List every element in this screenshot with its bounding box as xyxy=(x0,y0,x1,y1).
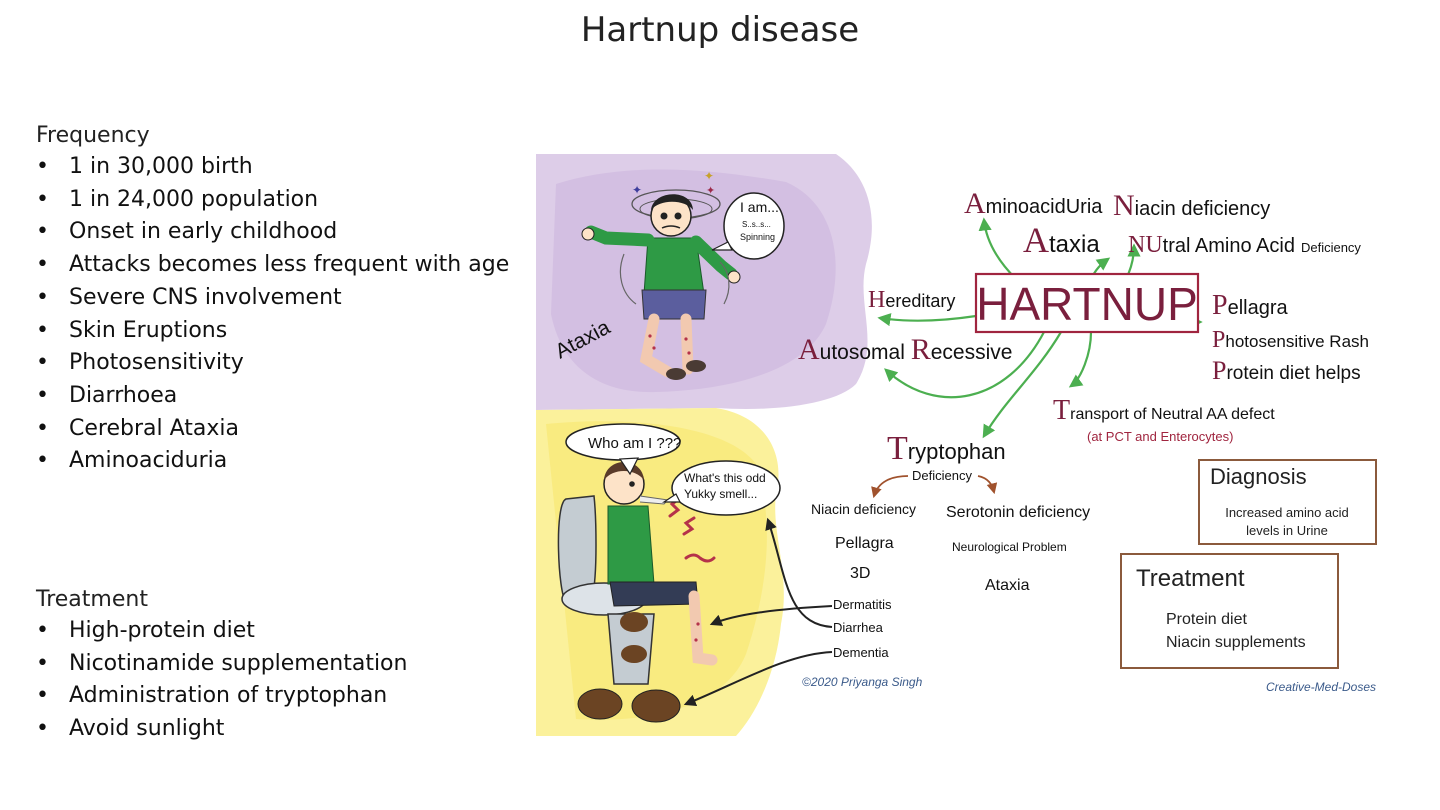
hartnup-infographic: ✦ ✦ ✦ xyxy=(536,154,1406,736)
frequency-section: Frequency 1 in 30,000 birth 1 in 24,000 … xyxy=(36,121,509,478)
hereditary-label: Hereditary xyxy=(868,287,955,313)
list-item: Avoid sunlight xyxy=(36,713,407,746)
hartnup-hub-label: HARTNUP xyxy=(976,278,1198,330)
autosomal-recessive-label: Autosomal Recessive xyxy=(798,333,1012,366)
list-item: Severe CNS involvement xyxy=(36,282,509,315)
svg-text:✦: ✦ xyxy=(632,183,642,197)
hartnup-hub: HARTNUP xyxy=(974,272,1200,334)
transport-defect-sublabel: (at PCT and Enterocytes) xyxy=(1087,429,1233,444)
brand-text: Creative-Med-Doses xyxy=(1266,680,1376,694)
list-item: Serotonin deficiency xyxy=(946,504,1090,521)
bubble-smell-line2: Yukky smell... xyxy=(684,487,757,501)
list-item: Dermatitis xyxy=(833,597,892,612)
infographic-svg: ✦ ✦ ✦ xyxy=(536,154,1377,736)
niacin-branch: Niacin deficiency Pellagra 3D Dermatitis… xyxy=(811,501,916,660)
niacin-deficiency-label: Niacin deficiency xyxy=(1113,189,1270,222)
list-item: Dementia xyxy=(833,645,889,660)
list-item: Diarrhea xyxy=(833,620,884,635)
svg-text:✦: ✦ xyxy=(704,169,714,183)
diagnosis-line2: levels in Urine xyxy=(1246,523,1328,538)
serotonin-branch: Serotonin deficiency Neurological Proble… xyxy=(946,504,1090,594)
list-item: High-protein diet xyxy=(36,615,407,648)
diagnosis-title: Diagnosis xyxy=(1210,464,1307,489)
pellagra-label: Pellagra xyxy=(1212,290,1288,321)
tryptophan-label: Tryptophan xyxy=(887,430,1006,467)
diagnosis-box: Diagnosis Increased amino acid levels in… xyxy=(1198,459,1377,545)
bubble-spinning-line2: S..s..s... xyxy=(742,220,771,229)
bubble-smell-line1: What's this odd xyxy=(684,471,766,485)
list-item: Aminoaciduria xyxy=(36,445,509,478)
brown-arrows xyxy=(871,475,998,499)
list-item: Photosensitivity xyxy=(36,347,509,380)
list-item: Administration of tryptophan xyxy=(36,680,407,713)
protein-diet-label: Protein diet helps xyxy=(1212,356,1361,385)
list-item: Pellagra xyxy=(835,535,894,552)
list-item: 1 in 30,000 birth xyxy=(36,151,509,184)
treatment-box: Treatment Protein diet Niacin supplement… xyxy=(1120,553,1339,669)
black-arrows xyxy=(683,517,833,707)
list-item: Nicotinamide supplementation xyxy=(36,648,407,681)
tryptophan-sublabel: Deficiency xyxy=(912,468,972,483)
list-item: Niacin deficiency xyxy=(811,501,916,517)
diagnosis-line1: Increased amino acid xyxy=(1225,505,1349,520)
spinning-boy-illustration: ✦ ✦ ✦ xyxy=(581,169,741,380)
frequency-list: 1 in 30,000 birth 1 in 24,000 population… xyxy=(36,151,509,478)
nutral-amino-acid-label: NUtral Amino Acid Deficiency xyxy=(1128,232,1361,258)
treatment-list: High-protein diet Nicotinamide supplemen… xyxy=(36,615,407,746)
bubble-spinning-line1: I am... xyxy=(740,199,779,215)
frequency-heading: Frequency xyxy=(36,123,150,148)
list-item: Onset in early childhood xyxy=(36,216,509,249)
treatment-section: Treatment High-protein diet Nicotinamide… xyxy=(36,585,407,746)
list-item: Attacks becomes less frequent with age xyxy=(36,249,509,282)
treatment-box-line2: Niacin supplements xyxy=(1166,634,1306,651)
transport-defect-label: Transport of Neutral AA defect xyxy=(1053,395,1275,426)
list-item: Ataxia xyxy=(985,577,1030,594)
aminoaciduria-label: AminoacidUria xyxy=(964,187,1103,220)
treatment-box-title: Treatment xyxy=(1136,565,1245,592)
lavender-wash xyxy=(536,154,872,410)
bubble-spinning-line3: Spinning xyxy=(740,232,775,242)
treatment-heading: Treatment xyxy=(36,587,148,612)
list-item: 3D xyxy=(850,565,870,582)
speech-bubble-who-am-i: Who am I ??? xyxy=(565,423,681,476)
treatment-box-line1: Protein diet xyxy=(1166,611,1247,628)
slide-title: Hartnup disease xyxy=(580,10,860,50)
list-item: 1 in 24,000 population xyxy=(36,184,509,217)
list-item: Diarrhoea xyxy=(36,380,509,413)
speech-bubble-spinning: I am... S..s..s... Spinning xyxy=(711,192,785,260)
svg-text:✦: ✦ xyxy=(706,185,715,197)
bubble-who-am-i-text: Who am I ??? xyxy=(588,435,681,452)
list-item: Skin Eruptions xyxy=(36,315,509,348)
list-item: Cerebral Ataxia xyxy=(36,413,509,446)
toilet-boy-illustration xyxy=(557,462,718,723)
list-item: Neurological Problem xyxy=(952,540,1067,554)
speech-bubble-smell: What's this odd Yukky smell... xyxy=(662,460,781,516)
ataxia-label: Ataxia xyxy=(1023,220,1100,260)
credit-text: ©2020 Priyanga Singh xyxy=(802,675,923,689)
photosensitive-rash-label: Photosensitive Rash xyxy=(1212,327,1369,353)
